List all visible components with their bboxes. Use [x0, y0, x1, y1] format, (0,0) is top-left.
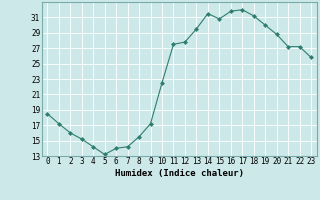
X-axis label: Humidex (Indice chaleur): Humidex (Indice chaleur): [115, 169, 244, 178]
